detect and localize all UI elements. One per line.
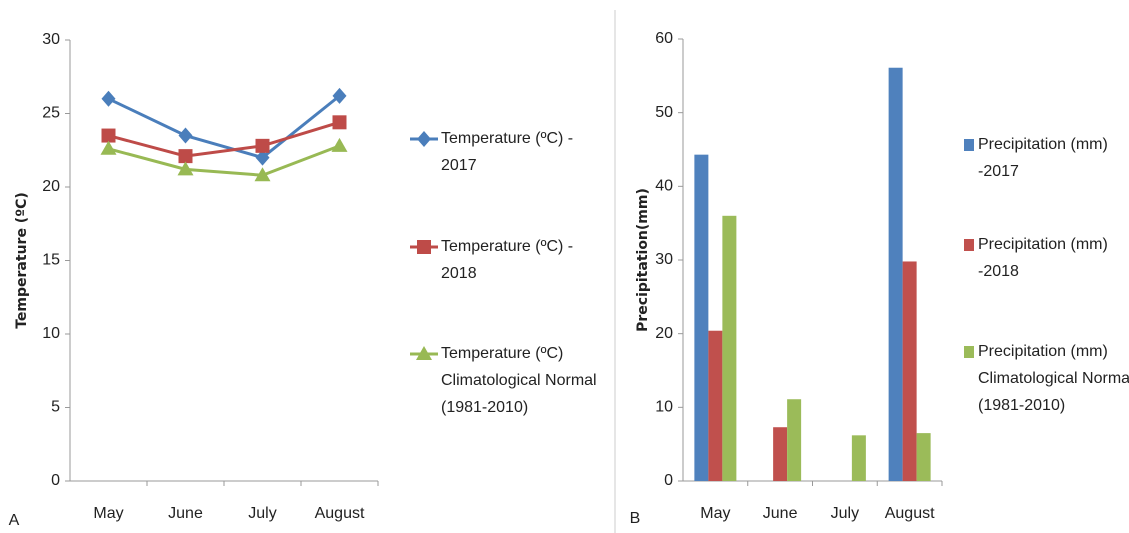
bar bbox=[888, 67, 903, 481]
marker bbox=[177, 161, 194, 176]
y-tick-label: 60 bbox=[655, 30, 673, 47]
y-axis-label: Temperature (ºC) bbox=[14, 192, 30, 329]
marker bbox=[417, 240, 431, 254]
y-tick-label: 15 bbox=[42, 252, 60, 269]
bar bbox=[773, 427, 788, 481]
marker bbox=[178, 149, 193, 164]
x-tick-label: July bbox=[831, 505, 859, 522]
legend-label: Precipitation (mm) -2017 bbox=[978, 136, 1108, 180]
y-tick-label: 50 bbox=[655, 104, 673, 121]
legend-swatch bbox=[964, 346, 974, 358]
panel-label: B bbox=[630, 510, 641, 527]
y-tick-label: 25 bbox=[42, 105, 60, 122]
marker bbox=[101, 90, 116, 107]
legend-label: Temperature (ºC) - 2018 bbox=[441, 238, 574, 282]
bar bbox=[916, 433, 931, 481]
marker bbox=[254, 167, 271, 182]
marker bbox=[255, 138, 270, 153]
marker bbox=[101, 128, 116, 143]
x-tick-label: May bbox=[700, 505, 730, 522]
bar bbox=[708, 330, 723, 481]
y-tick-label: 30 bbox=[655, 251, 673, 268]
marker bbox=[416, 346, 432, 360]
y-tick-label: 0 bbox=[51, 472, 60, 489]
x-tick-label: June bbox=[168, 505, 203, 522]
marker bbox=[255, 149, 270, 166]
x-tick-label: May bbox=[93, 505, 123, 522]
marker bbox=[332, 115, 347, 130]
x-tick-label: July bbox=[248, 505, 276, 522]
y-tick-label: 5 bbox=[51, 399, 60, 416]
y-tick-label: 10 bbox=[655, 399, 673, 416]
bar bbox=[722, 215, 737, 482]
line bbox=[108, 120, 340, 158]
marker bbox=[100, 140, 117, 155]
marker bbox=[332, 87, 347, 104]
legend-label: Precipitation (mm) -2018 bbox=[978, 236, 1108, 280]
line bbox=[108, 144, 341, 177]
legend-swatch bbox=[964, 139, 974, 151]
y-tick-label: 10 bbox=[42, 325, 60, 342]
bar bbox=[787, 399, 802, 481]
y-tick-label: 20 bbox=[655, 325, 673, 342]
line bbox=[107, 94, 341, 160]
y-axis-label: Precipitation(mm) bbox=[635, 188, 651, 332]
marker bbox=[417, 131, 431, 147]
x-tick-label: August bbox=[315, 505, 365, 522]
y-tick-label: 30 bbox=[42, 31, 60, 48]
x-tick-label: June bbox=[763, 505, 798, 522]
y-tick-label: 0 bbox=[664, 472, 673, 489]
legend-swatch bbox=[964, 239, 974, 251]
panel-label: A bbox=[9, 512, 20, 529]
bar bbox=[902, 261, 917, 481]
x-tick-label: August bbox=[885, 505, 935, 522]
y-tick-label: 40 bbox=[655, 178, 673, 195]
y-tick-label: 20 bbox=[42, 178, 60, 195]
legend-label: Temperature (ºC) - 2017 bbox=[441, 130, 574, 174]
legend-label: Precipitation (mm) Climatological Normal… bbox=[978, 343, 1129, 414]
bar bbox=[851, 435, 866, 481]
legend-label: Temperature (ºC) Climatological Normal (… bbox=[441, 345, 597, 416]
marker bbox=[178, 127, 193, 144]
bar bbox=[694, 154, 709, 481]
marker bbox=[331, 137, 348, 152]
